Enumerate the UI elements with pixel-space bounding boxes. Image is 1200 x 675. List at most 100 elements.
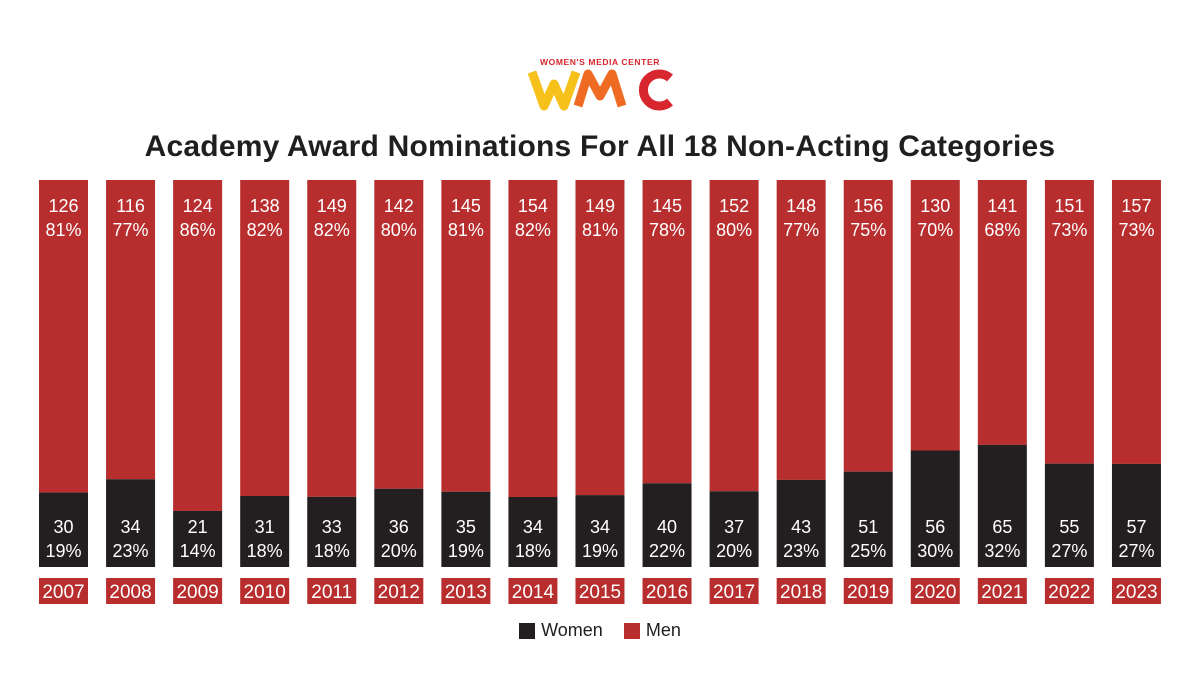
- year-label-2009: 2009: [176, 582, 218, 603]
- men-percent-label-2017: 80%: [716, 220, 752, 240]
- women-count-label-2014: 34: [523, 517, 543, 537]
- bar-women-2015: [575, 495, 625, 567]
- men-count-label-2014: 154: [518, 196, 548, 216]
- year-label-2022: 2022: [1048, 582, 1090, 603]
- women-percent-label-2017: 20%: [716, 541, 752, 561]
- women-percent-label-2018: 23%: [783, 541, 819, 561]
- men-percent-label-2011: 82%: [314, 220, 350, 240]
- women-count-label-2016: 40: [657, 517, 677, 537]
- year-label-2018: 2018: [780, 582, 822, 603]
- men-count-label-2012: 142: [384, 196, 414, 216]
- women-percent-label-2023: 27%: [1118, 541, 1154, 561]
- men-percent-label-2007: 81%: [45, 220, 81, 240]
- year-label-2020: 2020: [914, 582, 956, 603]
- year-label-2023: 2023: [1115, 582, 1157, 603]
- chart-legend: Women Men: [0, 620, 1200, 644]
- bar-women-2017: [709, 491, 759, 567]
- bar-women-2023: [1111, 463, 1161, 567]
- year-box-2013: [441, 578, 491, 604]
- women-count-label-2009: 21: [188, 517, 208, 537]
- bar-women-2007: [39, 492, 88, 567]
- year-box-2021: [977, 578, 1027, 604]
- bar-women-2008: [106, 479, 156, 567]
- men-percent-label-2012: 80%: [381, 220, 417, 240]
- bar-women-2013: [441, 491, 491, 567]
- bar-men-2011: [307, 180, 357, 497]
- women-percent-label-2021: 32%: [984, 541, 1020, 561]
- bar-women-2019: [843, 471, 893, 567]
- women-count-label-2013: 35: [456, 517, 476, 537]
- year-label-2015: 2015: [579, 582, 621, 603]
- year-box-2016: [642, 578, 692, 604]
- year-label-2014: 2014: [512, 582, 555, 603]
- women-percent-label-2013: 19%: [448, 541, 484, 561]
- men-count-label-2023: 157: [1121, 196, 1151, 216]
- bar-men-2017: [709, 180, 759, 492]
- bar-men-2014: [508, 180, 558, 498]
- year-box-2011: [307, 578, 357, 604]
- legend-item-men: Men: [623, 620, 681, 641]
- bar-men-2007: [39, 180, 88, 493]
- chart-title: Academy Award Nominations For All 18 Non…: [144, 130, 1056, 163]
- women-count-label-2019: 51: [858, 517, 878, 537]
- women-count-label-2011: 33: [322, 517, 342, 537]
- men-percent-label-2021: 68%: [984, 220, 1020, 240]
- men-count-label-2022: 151: [1054, 196, 1084, 216]
- year-box-2020: [910, 578, 960, 604]
- men-count-label-2019: 156: [853, 196, 883, 216]
- bar-men-2019: [843, 180, 893, 472]
- year-box-2009: [173, 578, 223, 604]
- bar-women-2020: [910, 450, 960, 567]
- bar-men-2023: [1111, 180, 1161, 464]
- women-count-label-2022: 55: [1059, 517, 1079, 537]
- year-label-2007: 2007: [42, 582, 84, 603]
- women-percent-label-2015: 19%: [582, 541, 618, 561]
- men-percent-label-2018: 77%: [783, 220, 819, 240]
- women-percent-label-2012: 20%: [381, 541, 417, 561]
- men-percent-label-2009: 86%: [180, 220, 216, 240]
- men-percent-label-2015: 81%: [582, 220, 618, 240]
- bar-men-2018: [776, 180, 826, 480]
- men-count-label-2016: 145: [652, 196, 682, 216]
- men-count-label-2013: 145: [451, 196, 481, 216]
- women-count-label-2018: 43: [791, 517, 811, 537]
- bar-men-2009: [173, 180, 223, 511]
- women-percent-label-2008: 23%: [113, 541, 149, 561]
- men-percent-label-2016: 78%: [649, 220, 685, 240]
- year-box-2014: [508, 578, 558, 604]
- bar-women-2021: [977, 444, 1027, 567]
- women-percent-label-2011: 18%: [314, 541, 350, 561]
- wmc-logo: WOMEN'S MEDIA CENTER: [527, 57, 673, 111]
- women-percent-label-2014: 18%: [515, 541, 551, 561]
- legend-label-men: Men: [645, 620, 681, 640]
- bar-women-2012: [374, 488, 424, 567]
- bar-men-2021: [977, 180, 1027, 445]
- year-label-2010: 2010: [244, 582, 286, 603]
- men-percent-label-2013: 81%: [448, 220, 484, 240]
- bar-men-2015: [575, 180, 625, 496]
- women-count-label-2023: 57: [1126, 517, 1146, 537]
- men-percent-label-2014: 82%: [515, 220, 551, 240]
- women-percent-label-2020: 30%: [917, 541, 953, 561]
- women-percent-label-2009: 14%: [180, 541, 216, 561]
- year-box-2017: [709, 578, 759, 604]
- women-count-label-2012: 36: [389, 517, 409, 537]
- bar-men-2022: [1044, 180, 1094, 464]
- women-percent-label-2019: 25%: [850, 541, 886, 561]
- year-label-2008: 2008: [109, 582, 151, 603]
- women-percent-label-2016: 22%: [649, 541, 685, 561]
- legend-item-women: Women: [519, 620, 603, 641]
- men-percent-label-2010: 82%: [247, 220, 283, 240]
- women-percent-label-2022: 27%: [1051, 541, 1087, 561]
- year-label-2011: 2011: [311, 582, 352, 603]
- legend-swatch-women: [519, 622, 536, 639]
- bar-women-2016: [642, 483, 692, 567]
- year-label-2013: 2013: [445, 582, 487, 603]
- year-box-2019: [843, 578, 893, 604]
- year-box-2015: [575, 578, 625, 604]
- women-count-label-2015: 34: [590, 517, 610, 537]
- bar-men-2008: [106, 180, 156, 480]
- year-box-2018: [776, 578, 826, 604]
- bar-men-2020: [910, 180, 960, 451]
- year-label-2017: 2017: [713, 582, 755, 603]
